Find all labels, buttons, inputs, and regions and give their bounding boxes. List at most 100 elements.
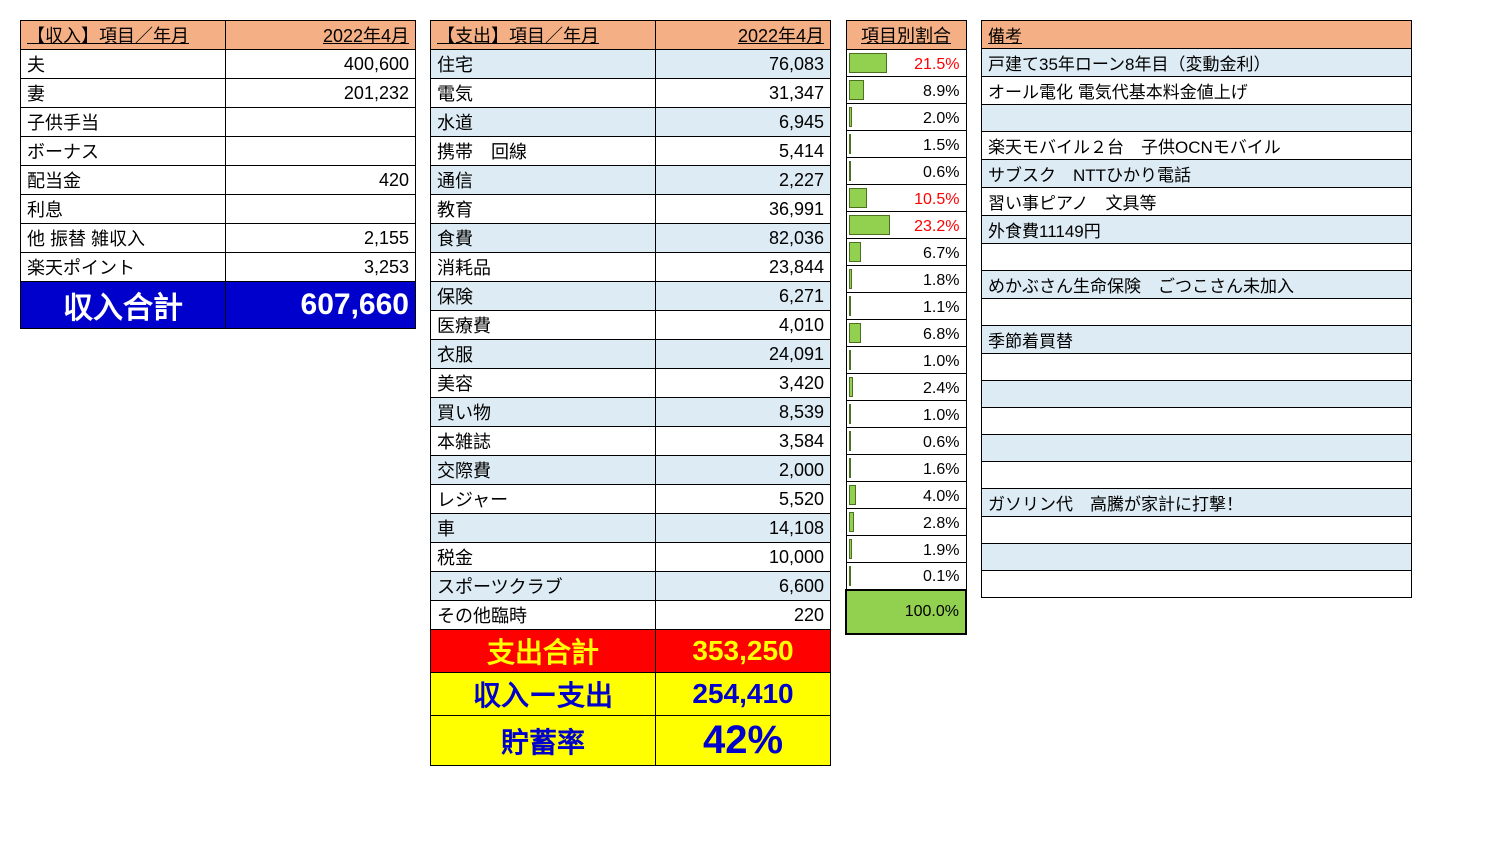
income-total-value: 607,660 xyxy=(226,282,416,329)
percent-cell: 23.2% xyxy=(846,212,966,239)
expense-row-value: 4,010 xyxy=(656,311,831,340)
note-cell: 季節着買替 xyxy=(982,326,1412,354)
expense-row-value: 3,420 xyxy=(656,369,831,398)
note-cell: 楽天モバイル２台 子供OCNモバイル xyxy=(982,132,1412,160)
note-cell: 外食費11149円 xyxy=(982,216,1412,244)
expense-row-label: レジャー xyxy=(431,485,656,514)
income-row-value: 420 xyxy=(226,166,416,195)
expense-row-value: 82,036 xyxy=(656,224,831,253)
percent-total: 100.0% xyxy=(846,590,966,634)
expense-row-label: 本雑誌 xyxy=(431,427,656,456)
note-cell xyxy=(982,244,1412,271)
diff-label: 収入ー支出 xyxy=(431,673,656,716)
expense-row-value: 23,844 xyxy=(656,253,831,282)
percent-header: 項目別割合 xyxy=(846,21,966,50)
note-cell xyxy=(982,381,1412,408)
percent-bar xyxy=(849,566,851,586)
expense-row-label: 住宅 xyxy=(431,50,656,79)
percent-cell: 8.9% xyxy=(846,77,966,104)
percent-bar xyxy=(849,107,853,127)
percent-bar xyxy=(849,80,865,100)
percent-text: 1.6% xyxy=(923,461,959,478)
note-cell: サブスク NTTひかり電話 xyxy=(982,160,1412,188)
expense-row-label: 衣服 xyxy=(431,340,656,369)
percent-text: 1.1% xyxy=(923,299,959,316)
expense-row-label: 買い物 xyxy=(431,398,656,427)
percent-bar xyxy=(849,323,861,343)
percent-text: 6.8% xyxy=(923,326,959,343)
percent-bar xyxy=(849,134,852,154)
notes-table: 備考 戸建て35年ローン8年目（変動金利）オール電化 電気代基本料金値上げ 楽天… xyxy=(981,20,1412,598)
expense-row-value: 14,108 xyxy=(656,514,831,543)
percent-text: 1.8% xyxy=(923,272,959,289)
expense-row-value: 6,945 xyxy=(656,108,831,137)
percent-text: 23.2% xyxy=(914,218,959,235)
income-row-value xyxy=(226,195,416,224)
rate-value: 42% xyxy=(656,716,831,766)
note-cell: ガソリン代 高騰が家計に打撃！ xyxy=(982,489,1412,517)
expense-row-value: 6,600 xyxy=(656,572,831,601)
expense-row-label: 医療費 xyxy=(431,311,656,340)
expense-table: 【支出】項目／年月 2022年4月 住宅76,083電気31,347水道6,94… xyxy=(430,20,831,766)
income-row-label: 楽天ポイント xyxy=(21,253,226,282)
rate-label: 貯蓄率 xyxy=(431,716,656,766)
expense-row-label: スポーツクラブ xyxy=(431,572,656,601)
income-row-value xyxy=(226,108,416,137)
percent-text: 2.0% xyxy=(923,110,959,127)
expense-row-value: 5,520 xyxy=(656,485,831,514)
percent-cell: 10.5% xyxy=(846,185,966,212)
percent-text: 2.8% xyxy=(923,515,959,532)
income-row-label: ボーナス xyxy=(21,137,226,166)
expense-row-value: 36,991 xyxy=(656,195,831,224)
percent-bar xyxy=(849,431,851,451)
income-row-value: 201,232 xyxy=(226,79,416,108)
expense-row-label: 水道 xyxy=(431,108,656,137)
note-cell: オール電化 電気代基本料金値上げ xyxy=(982,77,1412,105)
note-cell xyxy=(982,408,1412,435)
expense-row-value: 24,091 xyxy=(656,340,831,369)
percent-bar xyxy=(849,350,851,370)
percent-bar xyxy=(849,188,868,208)
expense-row-label: その他臨時 xyxy=(431,601,656,630)
percent-cell: 6.7% xyxy=(846,239,966,266)
percent-bar xyxy=(849,242,861,262)
percent-text: 0.1% xyxy=(923,568,959,585)
income-row-label: 夫 xyxy=(21,50,226,79)
expense-row-value: 3,584 xyxy=(656,427,831,456)
income-row-label: 他 振替 雑収入 xyxy=(21,224,226,253)
note-cell: めかぶさん生命保険 ごつこさん未加入 xyxy=(982,271,1412,299)
expense-row-label: 消耗品 xyxy=(431,253,656,282)
expense-row-label: 食費 xyxy=(431,224,656,253)
percent-bar xyxy=(849,296,851,316)
expense-row-value: 31,347 xyxy=(656,79,831,108)
layout-wrap: 【収入】項目／年月 2022年4月 夫400,600妻201,232子供手当ボー… xyxy=(20,20,1480,766)
note-cell xyxy=(982,354,1412,381)
note-cell xyxy=(982,435,1412,462)
percent-cell: 2.8% xyxy=(846,509,966,536)
note-cell xyxy=(982,462,1412,489)
income-row-value: 2,155 xyxy=(226,224,416,253)
income-row-label: 利息 xyxy=(21,195,226,224)
percent-text: 1.9% xyxy=(923,542,959,559)
expense-row-value: 5,414 xyxy=(656,137,831,166)
expense-row-value: 2,227 xyxy=(656,166,831,195)
percent-cell: 1.1% xyxy=(846,293,966,320)
expense-row-value: 76,083 xyxy=(656,50,831,79)
percent-cell: 1.5% xyxy=(846,131,966,158)
expense-row-label: 携帯 回線 xyxy=(431,137,656,166)
expense-row-label: 交際費 xyxy=(431,456,656,485)
percent-text: 1.0% xyxy=(923,407,959,424)
percent-text: 0.6% xyxy=(923,434,959,451)
percent-cell: 2.0% xyxy=(846,104,966,131)
percent-text: 6.7% xyxy=(923,245,959,262)
note-cell: 戸建て35年ローン8年目（変動金利） xyxy=(982,49,1412,77)
expense-row-label: 教育 xyxy=(431,195,656,224)
percent-bar xyxy=(849,215,891,235)
note-cell xyxy=(982,571,1412,598)
percent-bar xyxy=(849,458,852,478)
percent-text: 0.6% xyxy=(923,164,959,181)
percent-text: 1.0% xyxy=(923,353,959,370)
percent-text: 1.5% xyxy=(923,137,959,154)
percent-text: 2.4% xyxy=(923,380,959,397)
expense-row-label: 通信 xyxy=(431,166,656,195)
